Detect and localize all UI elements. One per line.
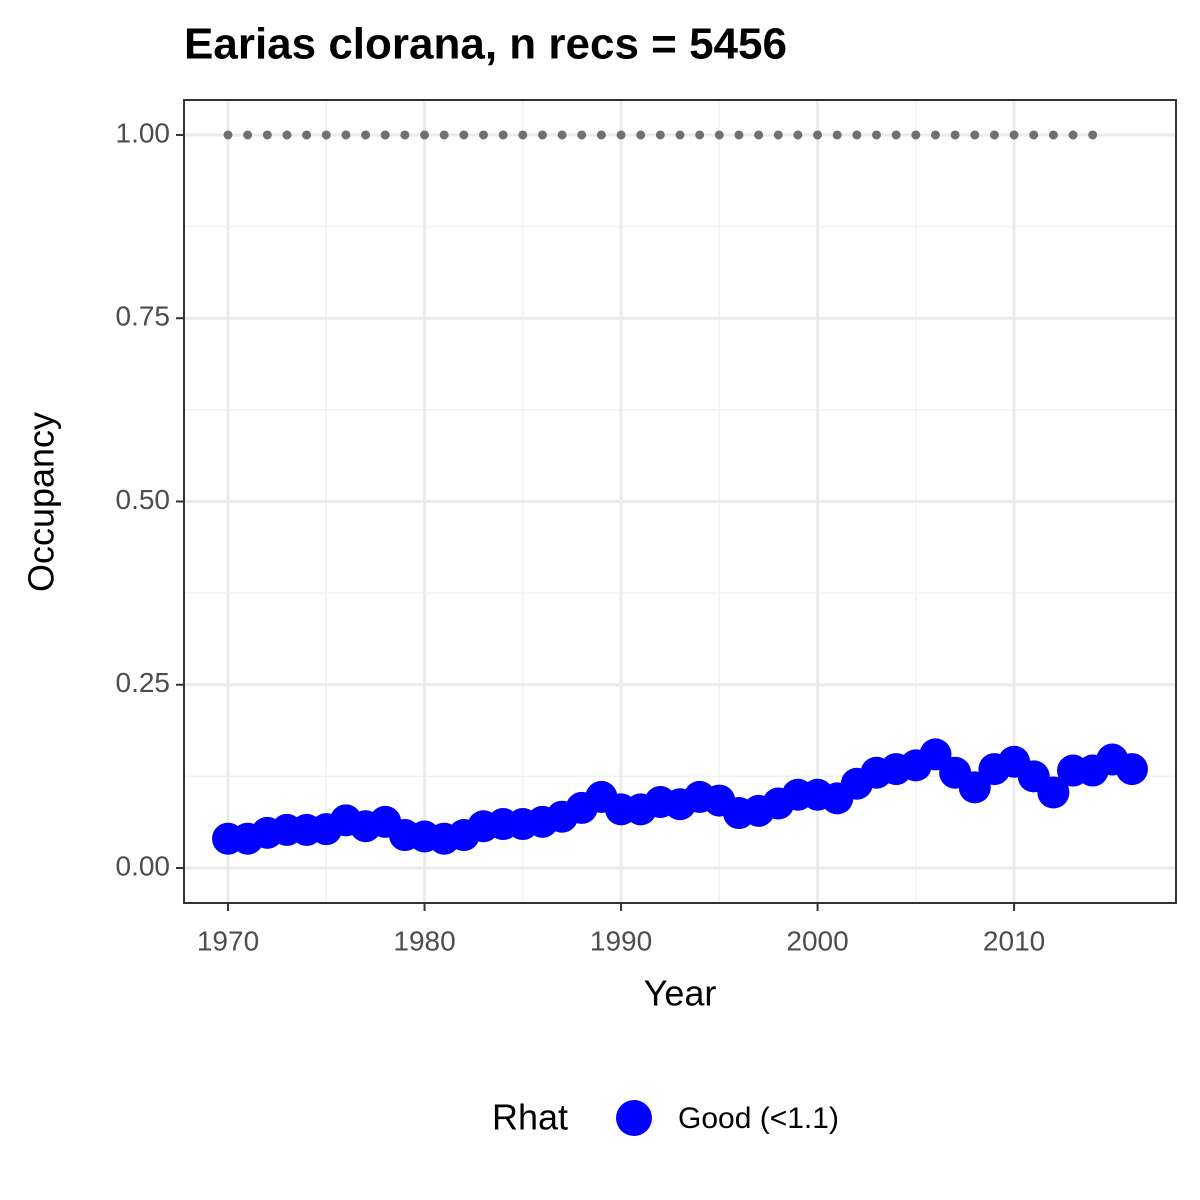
legend-key xyxy=(616,1100,652,1136)
x-tick-label: 1970 xyxy=(197,925,259,956)
y-tick-label: 0.00 xyxy=(116,850,171,881)
chart-title: Earias clorana, n recs = 5456 xyxy=(184,20,787,69)
y-tick-label: 1.00 xyxy=(116,117,171,148)
x-tick-label: 2010 xyxy=(983,925,1045,956)
legend-title: Rhat xyxy=(492,1097,568,1138)
x-tick-label: 1980 xyxy=(393,925,455,956)
y-axis-title: Occupancy xyxy=(21,412,62,592)
point xyxy=(1037,776,1070,809)
x-axis-title: Year xyxy=(644,973,717,1014)
y-tick-label: 0.50 xyxy=(116,484,171,515)
y-tick-label: 0.75 xyxy=(116,301,171,332)
x-tick-label: 1990 xyxy=(590,925,652,956)
point xyxy=(1115,753,1148,786)
y-tick-label: 0.25 xyxy=(116,667,171,698)
panel-border xyxy=(183,99,1177,904)
legend-label: Good (<1.1) xyxy=(678,1102,839,1135)
x-tick-label: 2000 xyxy=(786,925,848,956)
